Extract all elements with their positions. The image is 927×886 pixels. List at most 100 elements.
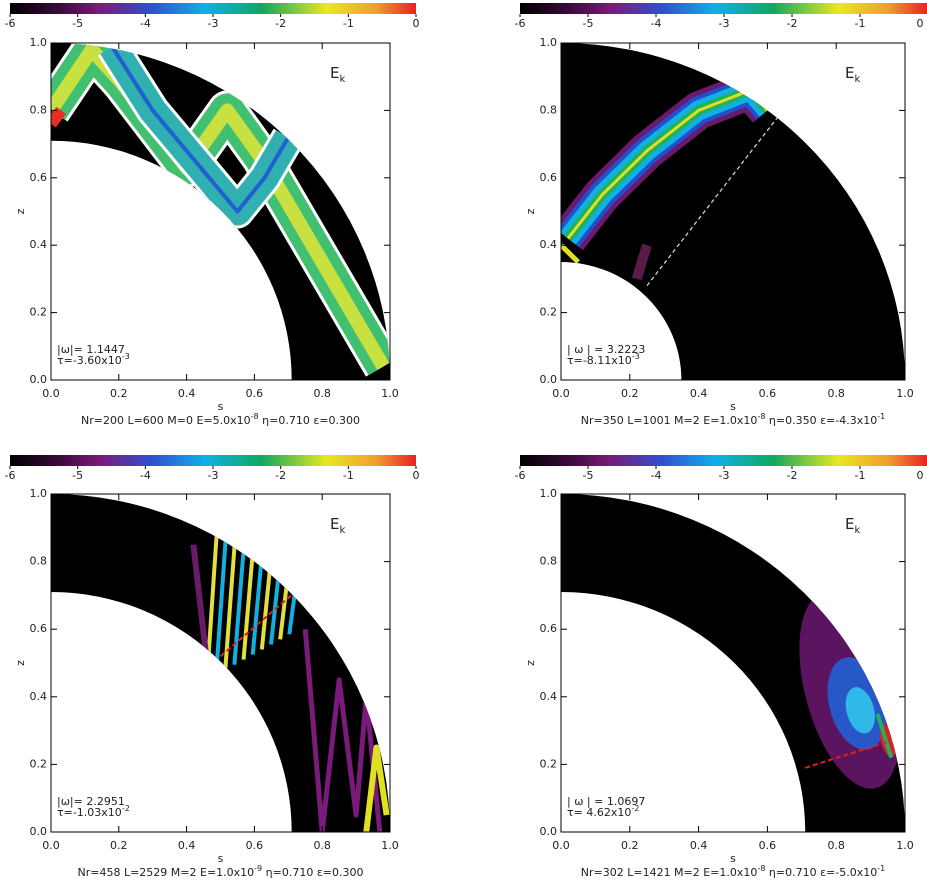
y-tick-label: 0.4	[30, 690, 48, 703]
footer: Nr=200 L=600 M=0 E=5.0x10-8 η=0.710 ε=0.…	[81, 412, 360, 427]
annotation-part: | ω | = 1.0697	[567, 795, 645, 808]
x-tick-label: 1.0	[381, 839, 399, 852]
x-tick-label: 0.6	[246, 839, 264, 852]
colorbar-tick-label: -4	[651, 469, 662, 482]
x-tick-label: 0.0	[552, 839, 570, 852]
y-tick-label: 0.8	[540, 103, 558, 116]
plot-frame	[560, 493, 906, 833]
colorbar	[10, 3, 416, 14]
x-tick-label: 0.2	[621, 839, 639, 852]
annotation-part: -2	[122, 804, 130, 813]
x-tick-label: 0.2	[110, 387, 128, 400]
x-tick-label: 1.0	[381, 387, 399, 400]
annotation-part: |ω|= 1.1447	[57, 343, 125, 356]
x-axis-label: s	[218, 852, 224, 865]
x-tick-label: 0.6	[759, 387, 777, 400]
y-tick-label: 0.6	[540, 622, 558, 635]
colorbar-tick-label: -1	[855, 469, 866, 482]
field-structure	[219, 591, 296, 657]
y-tick-label: 1.0	[540, 36, 558, 49]
field-label: Ek	[330, 515, 345, 536]
y-axis-label: z	[14, 208, 27, 214]
annotation-part: -2	[631, 804, 639, 813]
annotation-part: τ=-3.60x10	[57, 354, 122, 367]
colorbar-tick-label: -2	[275, 469, 286, 482]
footer-part: Nr=200 L=600 M=0 E=5.0x10	[81, 414, 251, 427]
colorbar	[520, 455, 927, 466]
field-label-part: k	[854, 74, 860, 85]
field-structure	[363, 744, 390, 832]
colorbar-tick-label: -4	[140, 469, 151, 482]
footer: Nr=302 L=1421 M=2 E=1.0x10-8 η=0.710 ε=-…	[581, 864, 885, 879]
annotation-part: |ω|= 2.2951	[57, 795, 125, 808]
field-structure	[631, 243, 652, 281]
plot-frame	[50, 493, 391, 833]
y-axis-label: z	[14, 660, 27, 666]
footer: Nr=350 L=1001 M=2 E=1.0x10-8 η=0.350 ε=-…	[581, 412, 885, 427]
y-axis-label: z	[524, 208, 537, 214]
field-label: Ek	[845, 515, 860, 536]
field-structure	[302, 628, 383, 832]
annotation-part: -3	[122, 352, 130, 361]
footer-part: -1	[877, 412, 885, 421]
x-tick-label: 1.0	[896, 839, 914, 852]
y-tick-label: 0.2	[30, 757, 48, 770]
colorbar-tick-label: 0	[413, 17, 420, 30]
field-label-part: E	[845, 64, 854, 82]
x-tick-label: 0.8	[313, 387, 331, 400]
footer-part: η=0.710 ε=0.300	[262, 866, 363, 879]
field	[51, 43, 390, 377]
x-tick-label: 0.8	[313, 839, 331, 852]
field-structure	[646, 116, 779, 287]
x-tick-label: 0.2	[621, 387, 639, 400]
colorbar-tick-label: -2	[275, 17, 286, 30]
field-label-part: E	[845, 515, 854, 533]
y-tick-label: 0.2	[30, 306, 48, 319]
field-structure	[51, 106, 66, 128]
field-structure	[804, 739, 892, 769]
colorbar-tick-label: -1	[343, 469, 354, 482]
x-tick-label: 0.8	[827, 839, 845, 852]
annotation: τ= 4.62x10-2	[567, 804, 639, 819]
field-label: Ek	[330, 64, 345, 85]
footer-part: η=0.710 ε=0.300	[259, 414, 360, 427]
y-tick-label: 1.0	[540, 487, 558, 500]
y-tick-label: 0.0	[30, 373, 48, 386]
colorbar-tick-label: -5	[583, 17, 594, 30]
annotation: | ω | = 3.2223	[567, 343, 645, 356]
colorbar-tick-label: 0	[413, 469, 420, 482]
colorbar-tick-label: -5	[72, 17, 83, 30]
x-tick-label: 0.6	[246, 387, 264, 400]
x-tick-label: 0.4	[690, 387, 708, 400]
x-tick-label: 0.0	[42, 387, 60, 400]
field	[190, 527, 390, 832]
y-tick-label: 0.8	[540, 555, 558, 568]
field-label-part: k	[339, 525, 345, 536]
colorbar-tick-label: -3	[719, 469, 730, 482]
field-label: Ek	[845, 64, 860, 85]
shell	[51, 494, 390, 832]
colorbar-tick-label: -5	[583, 469, 594, 482]
field-structure	[561, 243, 580, 264]
annotation-part: τ=-8.11x10	[567, 354, 632, 367]
field-label-part: E	[330, 64, 339, 82]
x-tick-label: 0.0	[552, 387, 570, 400]
y-tick-label: 0.4	[540, 690, 558, 703]
x-tick-label: 0.4	[178, 839, 196, 852]
colorbar-tick-label: -5	[72, 469, 83, 482]
field-structure	[875, 713, 894, 759]
y-tick-label: 0.6	[30, 622, 48, 635]
plot-frame	[560, 42, 906, 381]
y-tick-label: 0.4	[540, 238, 558, 251]
colorbar-tick-label: -3	[208, 469, 219, 482]
colorbar-tick-label: -1	[343, 17, 354, 30]
footer-part: η=0.350 ε=-4.3x10	[765, 414, 877, 427]
annotation: τ=-3.60x10-3	[57, 352, 130, 367]
colorbar-tick-label: -2	[787, 469, 798, 482]
footer-part: η=0.710 ε=-5.0x10	[765, 866, 877, 879]
x-tick-label: 0.4	[690, 839, 708, 852]
footer-part: -8	[757, 412, 765, 421]
x-tick-label: 1.0	[896, 387, 914, 400]
y-tick-label: 0.2	[540, 757, 558, 770]
field-structure	[241, 541, 256, 660]
